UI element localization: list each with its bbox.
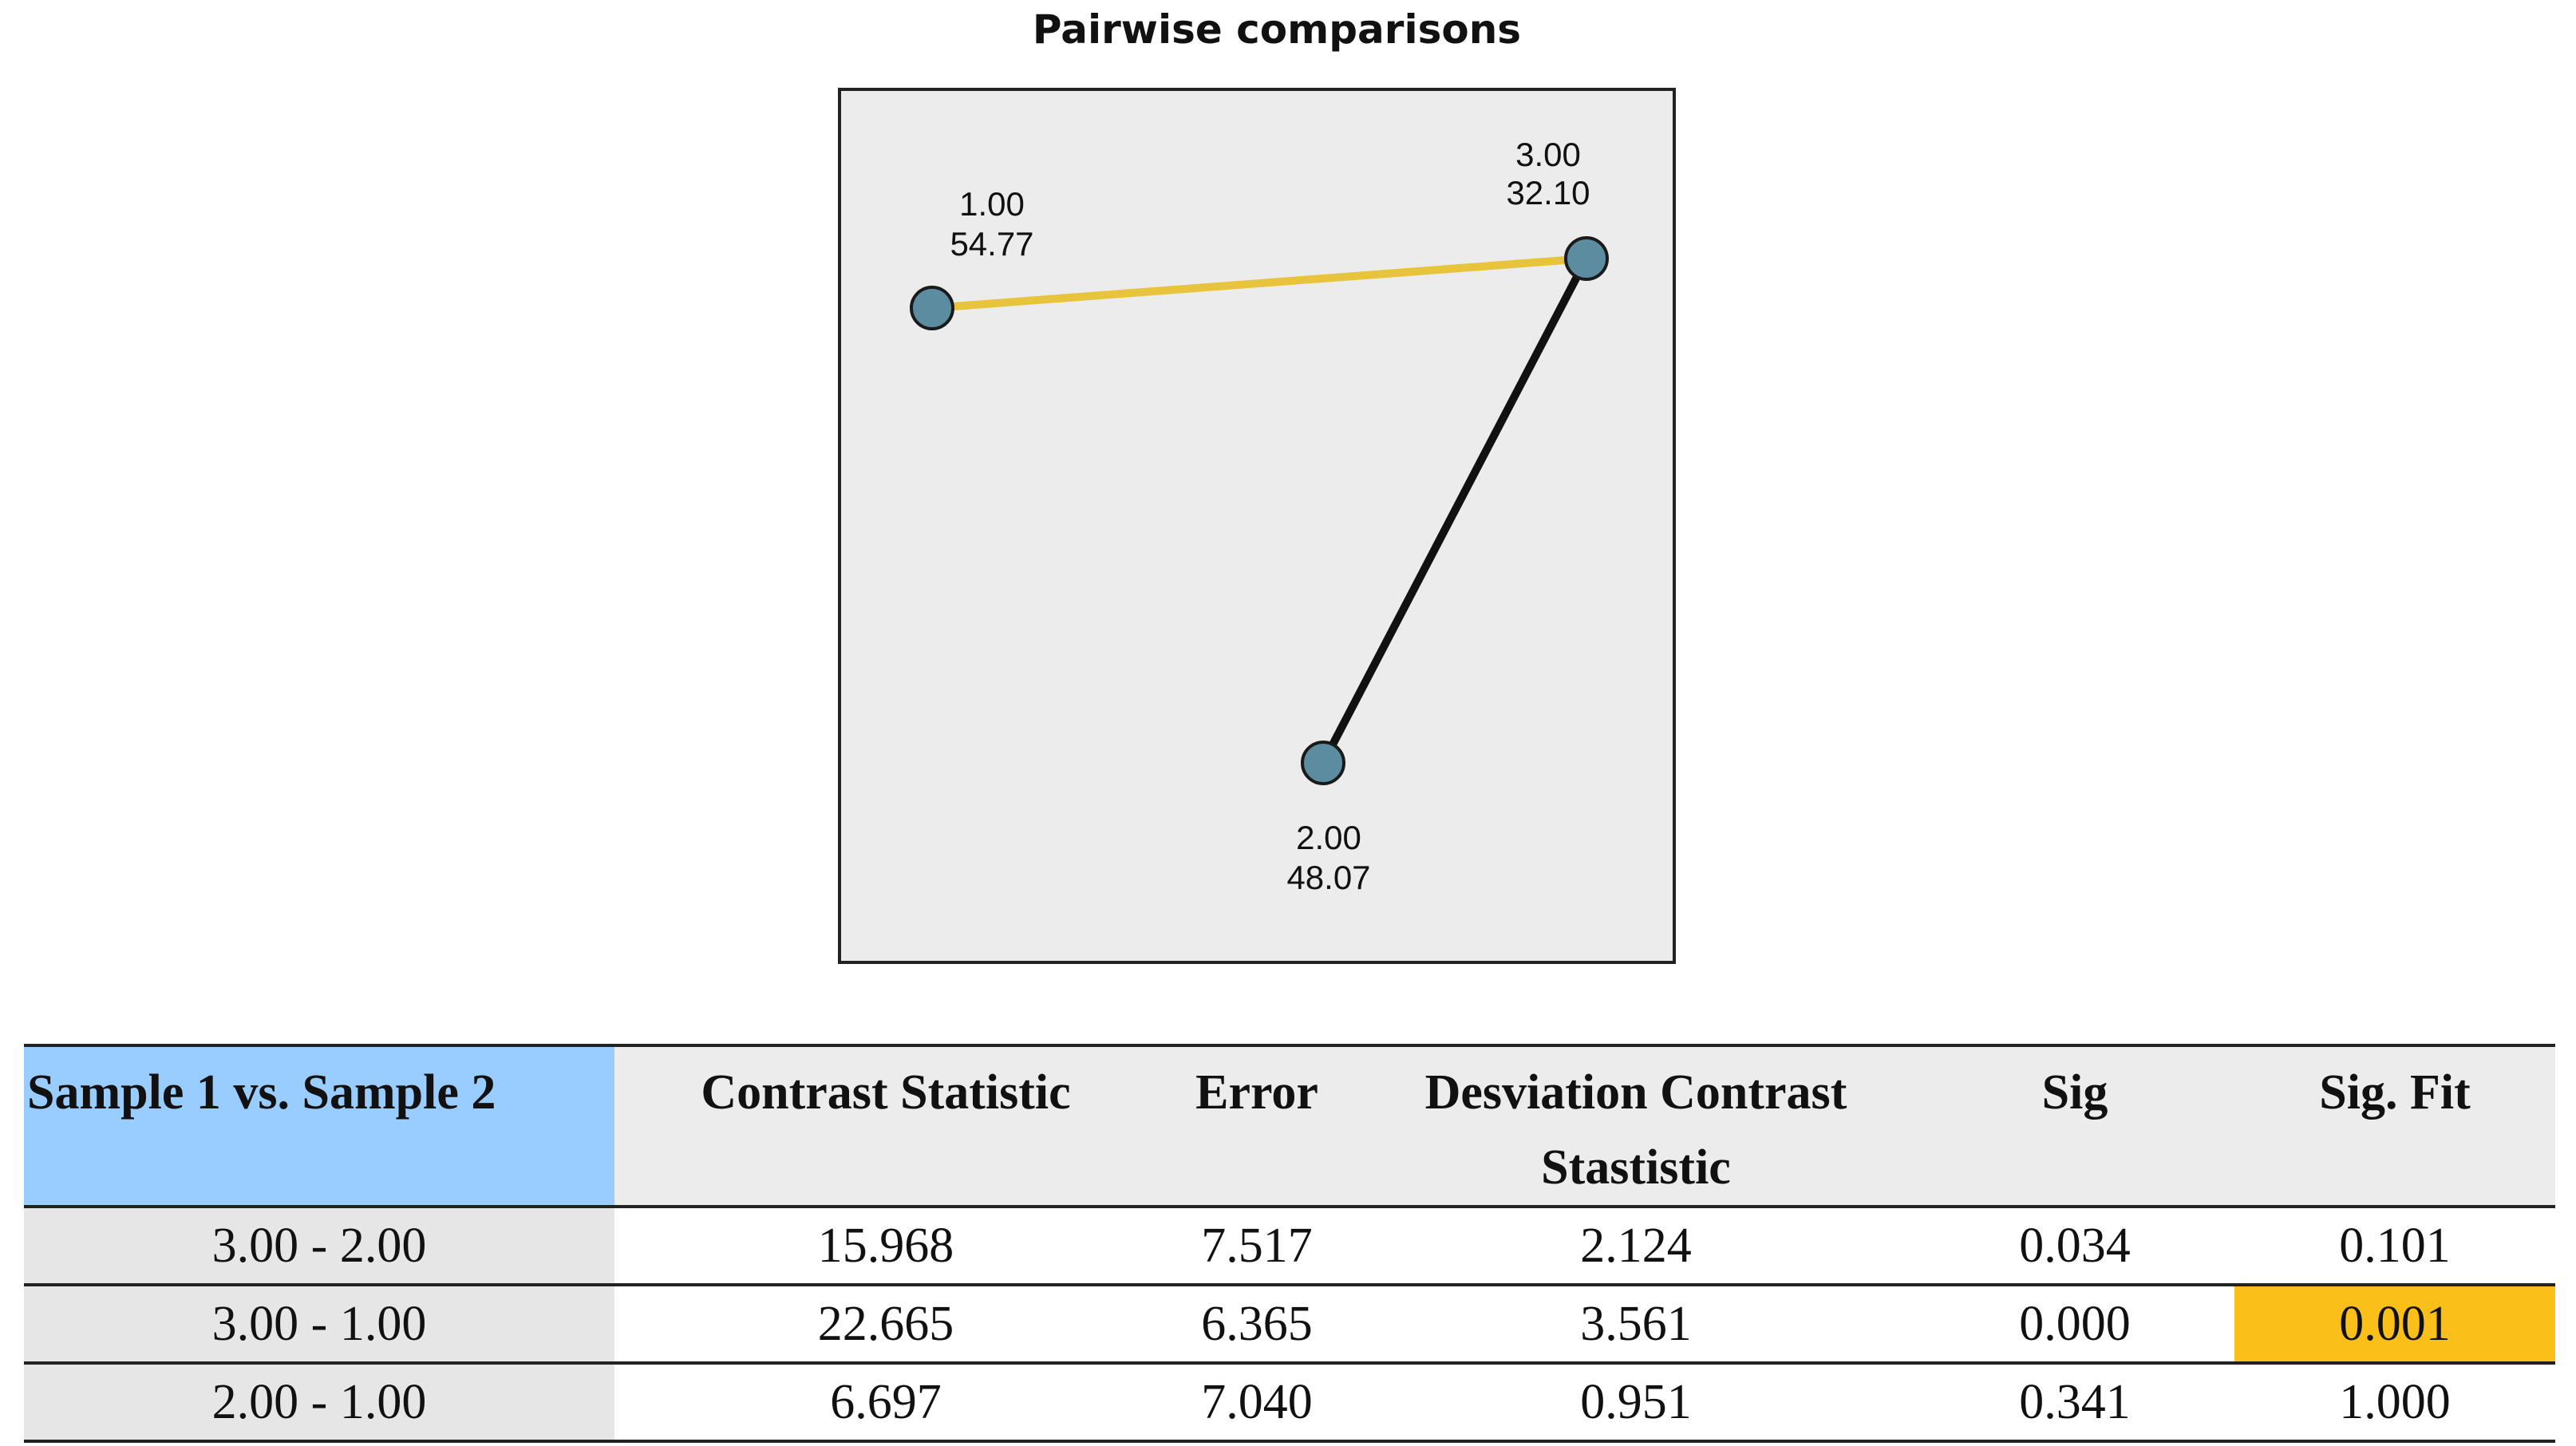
node-1.00 (910, 286, 954, 330)
table-row: 2.00 - 1.00 6.697 7.040 0.951 0.341 1.00… (24, 1363, 2555, 1443)
cell-sig-fit-highlighted: 0.001 (2234, 1285, 2555, 1365)
node-label-name: 1.00 (959, 185, 1025, 223)
node-2.00 (1301, 741, 1345, 785)
table-row: 3.00 - 1.00 22.665 6.365 3.561 0.000 0.0… (24, 1285, 2555, 1365)
cell-pair: 3.00 - 1.00 (24, 1285, 614, 1365)
header-deviation-contrast: Desviation Contrast Stastistic (1357, 1044, 1915, 1208)
table-row: 3.00 - 2.00 15.968 7.517 2.124 0.034 0.1… (24, 1207, 2555, 1286)
cell-sig: 0.341 (1915, 1363, 2234, 1443)
cell-pair: 2.00 - 1.00 (24, 1363, 614, 1443)
node-label-value: 54.77 (950, 225, 1033, 263)
cell-contrast: 15.968 (614, 1207, 1157, 1286)
cell-deviation: 2.124 (1357, 1207, 1915, 1286)
cell-contrast: 22.665 (614, 1285, 1157, 1365)
cell-error: 7.040 (1157, 1363, 1357, 1443)
cell-deviation: 3.561 (1357, 1285, 1915, 1365)
header-sig: Sig (1915, 1044, 2234, 1208)
cell-pair: 3.00 - 2.00 (24, 1207, 614, 1286)
cell-error: 7.517 (1157, 1207, 1357, 1286)
header-error: Error (1157, 1044, 1357, 1208)
cell-sig-fit: 1.000 (2234, 1363, 2555, 1443)
cell-sig: 0.000 (1915, 1285, 2234, 1365)
cell-deviation: 0.951 (1357, 1363, 1915, 1443)
edge-1.00-3.00 (928, 255, 1590, 312)
cell-contrast: 6.697 (614, 1363, 1157, 1443)
node-label-value: 32.10 (1506, 174, 1590, 211)
plot-panel (838, 88, 1676, 964)
edge-2.00-3.00 (1319, 255, 1590, 767)
node-3.00 (1564, 236, 1609, 281)
node-label-value: 48.07 (1286, 859, 1370, 896)
header-sample-pair: Sample 1 vs. Sample 2 (24, 1044, 614, 1208)
cell-error: 6.365 (1157, 1285, 1357, 1365)
header-sig-fit: Sig. Fit (2234, 1044, 2555, 1208)
header-contrast-statistic: Contrast Statistic (614, 1044, 1157, 1208)
node-label-name: 2.00 (1296, 819, 1361, 856)
table-header-row: Sample 1 vs. Sample 2 Contrast Statistic… (24, 1044, 2555, 1208)
cell-sig: 0.034 (1915, 1207, 2234, 1286)
pairwise-table: Sample 1 vs. Sample 2 Contrast Statistic… (24, 1044, 2555, 1443)
cell-sig-fit: 0.101 (2234, 1207, 2555, 1286)
chart-title: Pairwise comparisons (1032, 6, 1522, 53)
node-label-name: 3.00 (1515, 136, 1581, 173)
